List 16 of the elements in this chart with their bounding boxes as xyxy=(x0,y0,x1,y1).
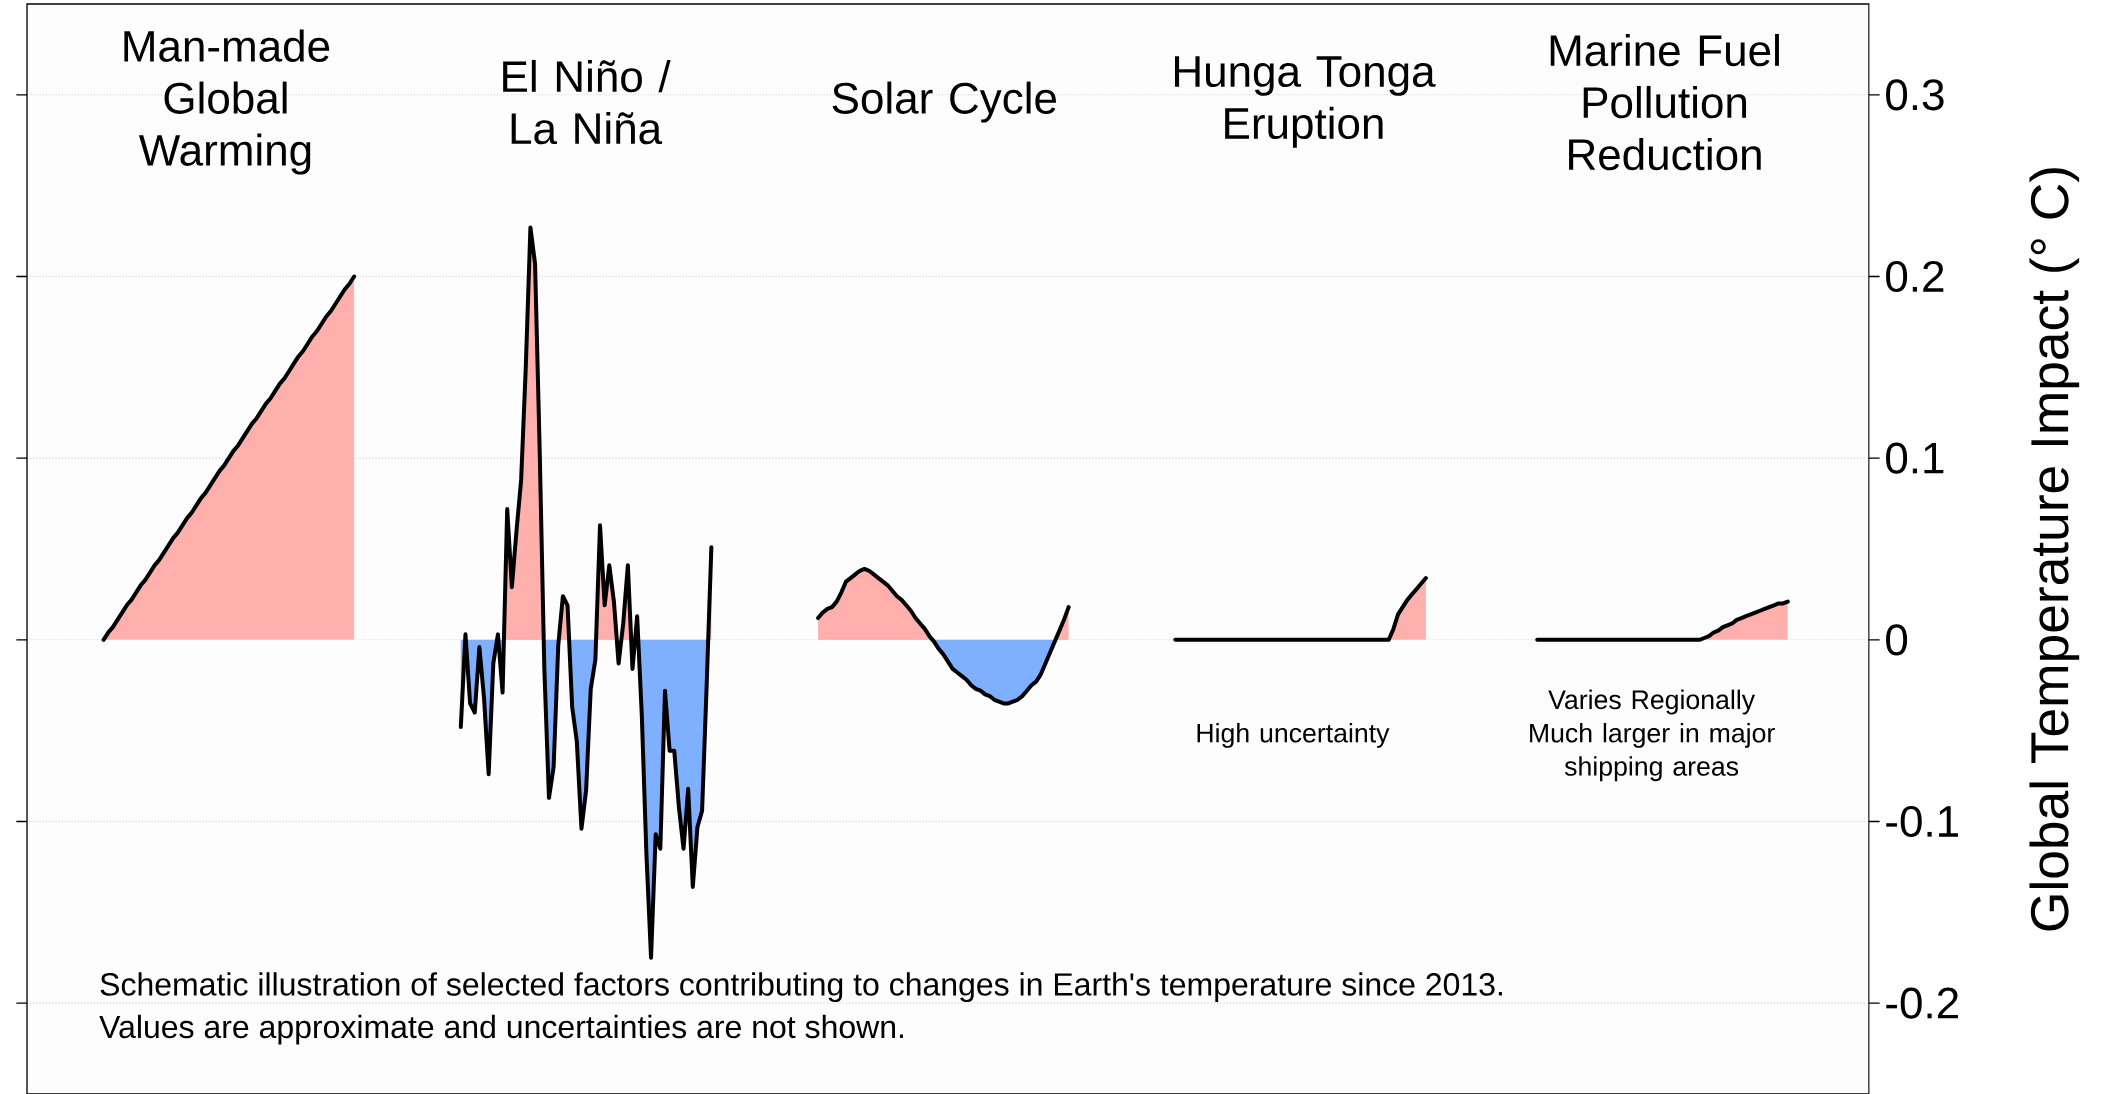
annotation: Man-made Global Warming xyxy=(124,29,330,175)
annotation: El Niño / La Niña xyxy=(503,59,671,145)
annotation: Values are approximate and uncertainties are not shown. xyxy=(99,1014,904,1045)
y-tick-label: -0.2 xyxy=(1886,987,1958,1019)
y-tick-label: 0.3 xyxy=(1886,79,1944,111)
annotation: Marine Fuel Pollution Reduction xyxy=(1550,33,1779,171)
annotation: Solar Cycle xyxy=(832,81,1057,123)
annotation: High uncertainty xyxy=(1197,722,1390,748)
y-tick-label: 0.1 xyxy=(1886,442,1944,474)
y-tick-label: 0.2 xyxy=(1886,260,1944,293)
y-tick-label: -0.1 xyxy=(1886,805,1959,838)
annotation: Varies Regionally Much larger in major shipping areas xyxy=(1530,689,1775,782)
annotation: Hunga Tonga Eruption xyxy=(1174,56,1436,148)
annotation: Schematic illustration of selected factors contributing to changes in Earth's temperature since 2013. xyxy=(100,972,1502,1003)
y-axis-title: Global Temperature Impact (° C) xyxy=(2029,168,2080,931)
y-tick-label: 0 xyxy=(1886,624,1908,656)
